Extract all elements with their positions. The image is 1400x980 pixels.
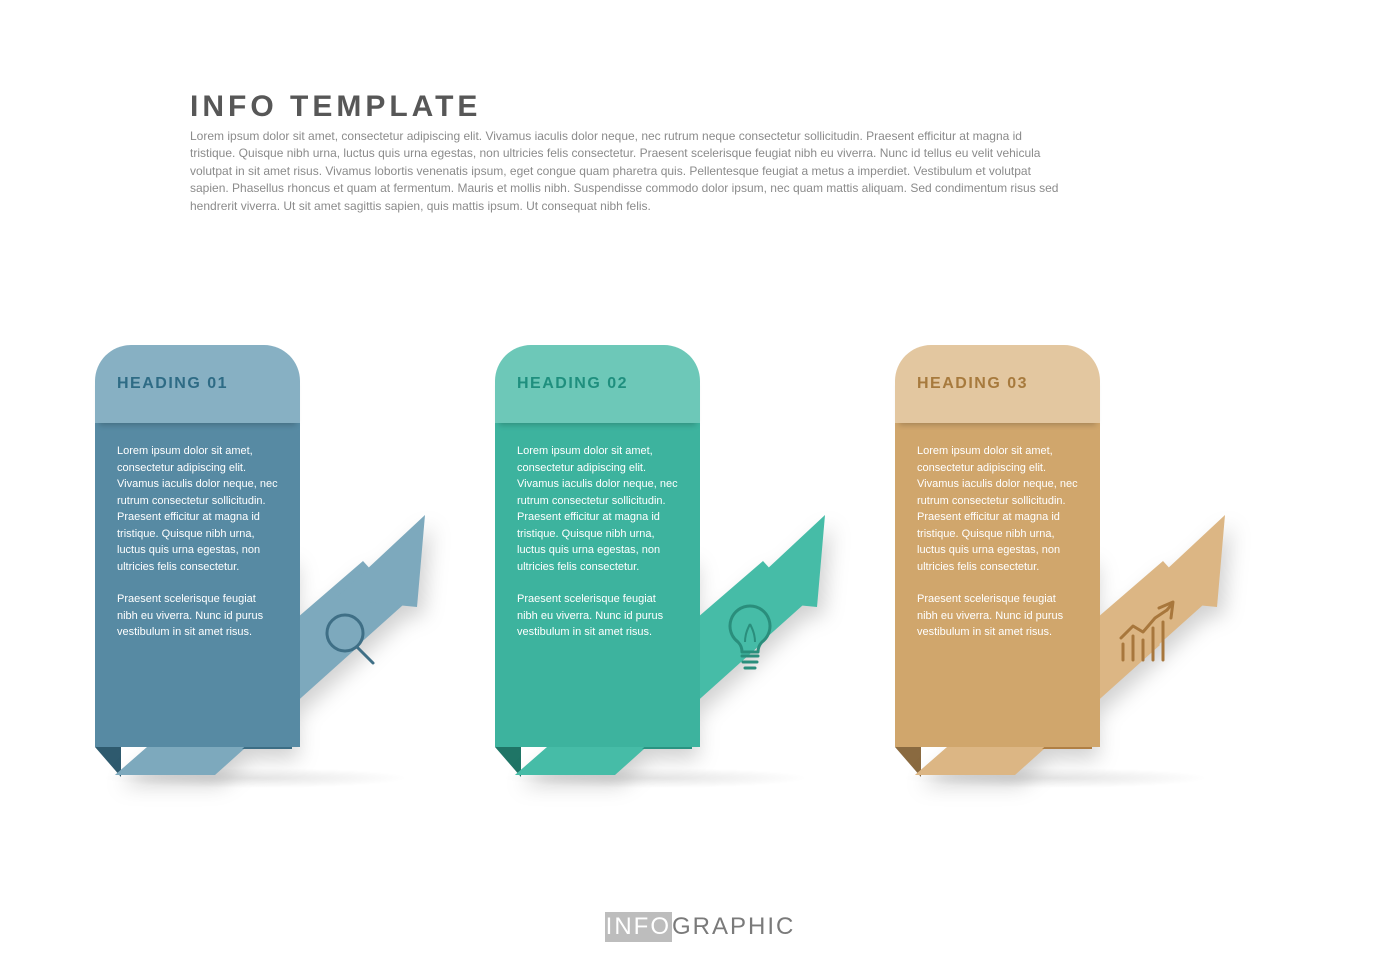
card-body: Lorem ipsum dolor sit amet, consectetur … — [495, 423, 700, 747]
card-para: Praesent scelerisque feugiat nibh eu viv… — [917, 591, 1078, 641]
growth-chart-icon — [1115, 600, 1191, 672]
footer-label: INFOGRAPHIC — [0, 912, 1400, 942]
card-head: HEADING 01 — [95, 345, 300, 423]
footer-suffix: GRAPHIC — [672, 913, 795, 940]
page-title: INFO TEMPLATE — [190, 90, 481, 124]
card-heading-03: HEADING 03 Lorem ipsum dolor sit amet, c… — [895, 345, 1100, 747]
card-para: Lorem ipsum dolor sit amet, consectetur … — [117, 443, 278, 575]
card-para: Praesent scelerisque feugiat nibh eu viv… — [517, 591, 678, 641]
arrow-head — [735, 515, 825, 607]
card-body: Lorem ipsum dolor sit amet, consectetur … — [95, 423, 300, 747]
arrow-head — [335, 515, 425, 607]
card-heading-02: HEADING 02 Lorem ipsum dolor sit amet, c… — [495, 345, 700, 747]
magnifier-icon — [315, 605, 385, 675]
card-head: HEADING 02 — [495, 345, 700, 423]
card-heading-01: HEADING 01 Lorem ipsum dolor sit amet, c… — [95, 345, 300, 747]
bulb-icon — [715, 598, 785, 678]
page-intro: Lorem ipsum dolor sit amet, consectetur … — [190, 128, 1070, 215]
arrow-head — [1135, 515, 1225, 607]
card-para: Lorem ipsum dolor sit amet, consectetur … — [517, 443, 678, 575]
infographic-stage: INFO TEMPLATE Lorem ipsum dolor sit amet… — [0, 0, 1400, 980]
card-para: Praesent scelerisque feugiat nibh eu viv… — [117, 591, 278, 641]
card-para: Lorem ipsum dolor sit amet, consectetur … — [917, 443, 1078, 575]
card-body: Lorem ipsum dolor sit amet, consectetur … — [895, 423, 1100, 747]
footer-chip: INFO — [605, 912, 672, 942]
card-head: HEADING 03 — [895, 345, 1100, 423]
